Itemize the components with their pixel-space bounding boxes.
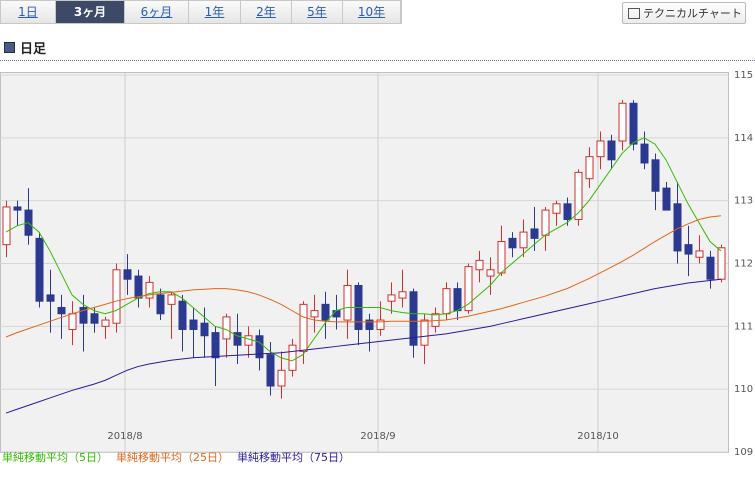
- candle-body: [321, 303, 330, 321]
- candle-body: [277, 369, 286, 387]
- candle-body: [596, 140, 605, 158]
- legend-entry: 単純移動平均（25日）: [116, 450, 229, 464]
- candle-body: [717, 247, 726, 280]
- candle-body: [35, 237, 44, 302]
- y-tick-label: 110: [734, 384, 753, 395]
- candle-body: [222, 316, 231, 340]
- x-tick-label: 2018/9: [360, 431, 395, 442]
- candle-body: [420, 319, 429, 346]
- candle-body: [574, 171, 583, 221]
- candle-body: [629, 102, 638, 145]
- candle-body: [79, 306, 88, 324]
- candle-body: [101, 319, 110, 327]
- candle-body: [112, 269, 121, 324]
- candle-body: [376, 319, 385, 330]
- candle-body: [343, 284, 352, 321]
- moving-average-line: [5, 278, 722, 414]
- period-tab[interactable]: 3ヶ月: [56, 1, 125, 23]
- candle-body: [332, 310, 341, 318]
- candle-body: [530, 228, 539, 239]
- period-tab[interactable]: 1日: [1, 1, 56, 23]
- candle-body: [519, 231, 528, 249]
- y-tick-label: 112: [734, 259, 753, 270]
- y-tick-label: 113: [734, 196, 753, 207]
- candle-body: [288, 344, 297, 371]
- button-label: テクニカルチャート: [643, 7, 742, 20]
- heading-icon: [4, 42, 15, 53]
- section-heading: 日足: [4, 38, 46, 57]
- candle-body: [134, 275, 143, 299]
- candle-body: [200, 322, 209, 337]
- candle-body: [13, 206, 22, 211]
- legend-entry: 単純移動平均（5日）: [2, 450, 108, 464]
- candle-body: [442, 288, 451, 315]
- candle-body: [651, 159, 660, 192]
- candle-body: [299, 303, 308, 352]
- candle-body: [123, 269, 132, 280]
- period-tab[interactable]: 6ヶ月: [125, 1, 189, 23]
- technical-chart-button[interactable]: テクニカルチャート: [622, 2, 746, 24]
- x-tick-label: 2018/10: [577, 431, 619, 442]
- candle-body: [585, 156, 594, 180]
- candle-body: [486, 269, 495, 277]
- candle-body: [178, 300, 187, 330]
- candle-body: [706, 256, 715, 280]
- period-tab[interactable]: 2年: [241, 1, 292, 23]
- candle-body: [398, 291, 407, 299]
- candle-body: [453, 288, 462, 312]
- candle-body: [90, 313, 99, 324]
- candle-body: [211, 332, 220, 359]
- candle-body: [266, 354, 275, 387]
- candle-body: [2, 206, 11, 246]
- x-tick-label: 2018/8: [107, 431, 142, 442]
- candle-body: [464, 266, 473, 312]
- moving-average-line: [5, 215, 722, 338]
- heading-label: 日足: [20, 42, 47, 57]
- button-icon: [628, 8, 640, 19]
- candle-body: [68, 313, 77, 330]
- candle-body: [365, 319, 374, 330]
- y-tick-label: 115: [734, 70, 753, 81]
- candle-body: [563, 203, 572, 221]
- candle-body: [233, 332, 242, 346]
- candle-body: [156, 294, 165, 315]
- moving-average-line: [5, 137, 722, 362]
- candle-body: [57, 306, 66, 315]
- candle-body: [618, 102, 627, 142]
- candle-body: [310, 310, 319, 318]
- candle-body: [508, 237, 517, 249]
- candle-body: [607, 140, 616, 161]
- candle-body: [145, 281, 154, 299]
- candle-body: [640, 143, 649, 164]
- candle-body: [46, 294, 55, 302]
- candle-body: [684, 244, 693, 255]
- period-tab[interactable]: 10年: [343, 1, 401, 23]
- period-tabs: 1日 3ヶ月 6ヶ月 1年 2年 5年 10年: [0, 0, 402, 24]
- candle-body: [695, 250, 704, 258]
- candle-body: [167, 294, 176, 305]
- period-tab[interactable]: 1年: [189, 1, 241, 23]
- y-tick-label: 114: [734, 133, 753, 144]
- candle-body: [662, 187, 671, 211]
- candle-body: [409, 291, 418, 346]
- candle-body: [244, 335, 253, 346]
- legend-entry: 単純移動平均（75日）: [237, 450, 350, 464]
- candle-body: [387, 294, 396, 302]
- candle-body: [541, 209, 550, 236]
- candle-body: [552, 203, 561, 214]
- candle-body: [475, 259, 484, 271]
- candle-body: [255, 335, 264, 359]
- candle-body: [189, 319, 198, 330]
- y-tick-label: 111: [734, 321, 753, 332]
- y-tick-label: 109: [734, 447, 753, 458]
- separator: [0, 60, 755, 61]
- candle-body: [497, 241, 506, 274]
- period-tab[interactable]: 5年: [292, 1, 343, 23]
